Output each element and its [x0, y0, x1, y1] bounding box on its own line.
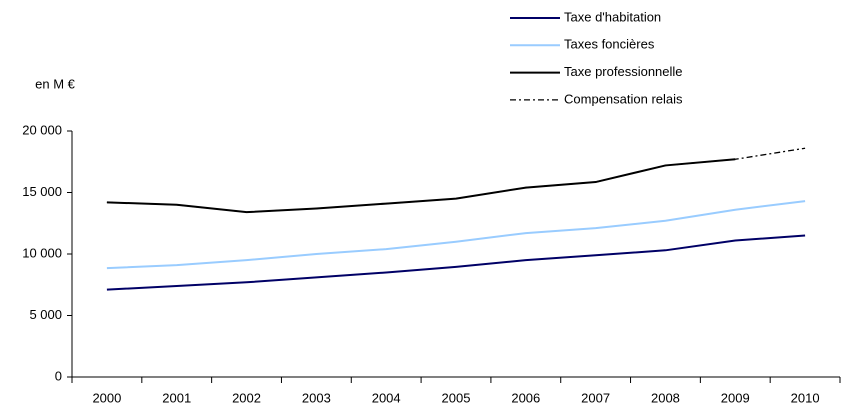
x-tick-label: 2007: [581, 390, 610, 405]
x-tick-label: 2003: [302, 390, 331, 405]
y-tick-label: 5 000: [29, 307, 62, 322]
series-line: [106, 158, 736, 214]
series-line: [106, 200, 806, 270]
legend-label: Taxes foncières: [564, 37, 655, 52]
x-tick-label: 2000: [92, 390, 121, 405]
y-axis-label: en M €: [35, 76, 76, 91]
legend-label: Compensation relais: [564, 91, 683, 106]
x-tick-label: 2010: [791, 390, 820, 405]
x-tick-label: 2009: [721, 390, 750, 405]
x-tick-label: 2005: [442, 390, 471, 405]
x-tick-label: 2001: [162, 390, 191, 405]
series-line: [106, 234, 806, 291]
x-tick-label: 2002: [232, 390, 261, 405]
y-tick-label: 10 000: [22, 245, 62, 260]
legend-label: Taxe professionnelle: [564, 64, 683, 79]
y-tick-label: 15 000: [22, 184, 62, 199]
x-tick-label: 2006: [511, 390, 540, 405]
y-tick-label: 0: [55, 368, 62, 383]
x-tick-label: 2004: [372, 390, 401, 405]
legend-label: Taxe d'habitation: [564, 9, 661, 24]
series-line: [106, 147, 806, 213]
y-tick-label: 20 000: [22, 122, 62, 137]
x-tick-label: 2008: [651, 390, 680, 405]
